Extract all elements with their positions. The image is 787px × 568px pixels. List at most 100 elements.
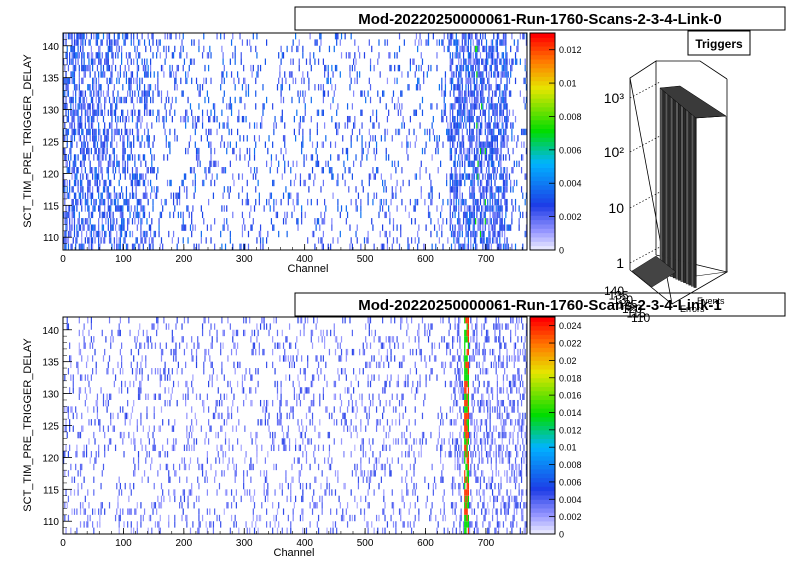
- heatmap-cell: [285, 355, 287, 362]
- heatmap-cell: [413, 109, 415, 116]
- heatmap-cell: [70, 230, 72, 238]
- heatmap-cell: [447, 198, 449, 206]
- heatmap-cell: [102, 237, 105, 244]
- heatmap-cell: [424, 243, 426, 250]
- heatmap-cell: [220, 425, 222, 432]
- heatmap-cell: [369, 317, 372, 324]
- heatmap-cell: [211, 380, 213, 388]
- heatmap-cell: [64, 425, 66, 432]
- heatmap-cell: [136, 237, 138, 244]
- heatmap-cell: [460, 90, 462, 97]
- heatmap-cell: [454, 115, 456, 123]
- heatmap-cell: [158, 425, 160, 432]
- heatmap-cell: [484, 58, 486, 65]
- heatmap-cell: [302, 482, 304, 490]
- heatmap-cell: [356, 71, 358, 78]
- heatmap-cell: [108, 45, 111, 53]
- heatmap-cell: [71, 476, 73, 483]
- heatmap-cell: [227, 406, 229, 413]
- heatmap-cell: [367, 317, 369, 324]
- heatmap-cell: [78, 96, 80, 104]
- heatmap-cell: [450, 167, 453, 174]
- heatmap-cell: [141, 135, 143, 142]
- heatmap-cell: [164, 374, 166, 381]
- heatmap-cell: [490, 224, 492, 231]
- heatmap-cell: [135, 211, 137, 219]
- heatmap-cell: [136, 211, 138, 219]
- heatmap-cell: [181, 224, 183, 231]
- heatmap-cell: [113, 186, 115, 193]
- heatmap-cell: [206, 451, 208, 458]
- heatmap-cell: [498, 205, 500, 212]
- heatmap-cell: [351, 64, 353, 72]
- heatmap-cell: [478, 128, 480, 136]
- heatmap-cell: [63, 186, 65, 193]
- heatmap-cell: [334, 380, 337, 388]
- heatmap-cell: [63, 147, 65, 155]
- heatmap-cell: [496, 237, 498, 244]
- heatmap-cell: [462, 64, 465, 72]
- heatmap-cell: [94, 237, 96, 244]
- heatmap-cell: [453, 230, 455, 238]
- heatmap-cell: [229, 103, 231, 110]
- heatmap-cell: [65, 205, 67, 212]
- heatmap-cell: [158, 90, 160, 97]
- heatmap-cell: [292, 514, 294, 522]
- heatmap-cell: [75, 39, 77, 46]
- heatmap-cell: [360, 470, 362, 477]
- heatmap-cell: [119, 368, 121, 375]
- heatmap-cell: [148, 438, 150, 445]
- heatmap-cell: [380, 476, 382, 483]
- heatmap-cell: [282, 438, 285, 445]
- heatmap-cell: [249, 463, 251, 471]
- heatmap-cell: [110, 122, 112, 129]
- heatmap-cell: [316, 368, 318, 375]
- heatmap-cell: [182, 336, 184, 343]
- heatmap-cell: [94, 348, 96, 356]
- heatmap-cell: [415, 173, 418, 180]
- heatmap-cell: [111, 329, 113, 337]
- heatmap-cell: [273, 224, 275, 231]
- heatmap-cell: [158, 393, 160, 400]
- heatmap-cell: [107, 368, 109, 375]
- heatmap-cell: [93, 463, 95, 471]
- heatmap-cell: [128, 205, 130, 212]
- heatmap-cell: [67, 90, 70, 97]
- heatmap-cell: [137, 179, 140, 187]
- heatmap-cell: [281, 482, 283, 490]
- heatmap-cell: [140, 205, 142, 212]
- heatmap-cell: [469, 205, 471, 212]
- heatmap-cell: [475, 218, 477, 225]
- heatmap-cell: [344, 33, 346, 40]
- heatmap-cell: [276, 419, 279, 426]
- heatmap-cell: [281, 77, 283, 85]
- heatmap-cell: [356, 205, 358, 212]
- heatmap-cell: [351, 128, 353, 136]
- heatmap-cell: [133, 173, 135, 180]
- heatmap-cell: [208, 438, 210, 445]
- heatmap-cell: [214, 179, 216, 187]
- heatmap-cell: [75, 103, 77, 110]
- heatmap-cell: [462, 135, 465, 142]
- heatmap-cell: [246, 135, 248, 142]
- heatmap-cell: [484, 211, 486, 219]
- heatmap-cell: [491, 154, 494, 161]
- heatmap-cell: [104, 96, 106, 104]
- heatmap-cell: [221, 77, 223, 85]
- heatmap-cell: [458, 128, 460, 136]
- heatmap-cell: [450, 173, 453, 180]
- heatmap-cell: [487, 141, 489, 148]
- heatmap-cell: [475, 198, 477, 206]
- heatmap-cell: [204, 476, 206, 483]
- heatmap-cell: [238, 361, 240, 369]
- heatmap-cell: [333, 393, 335, 400]
- heatmap-cell: [476, 243, 478, 250]
- heatmap-cell: [263, 482, 265, 490]
- heatmap-cell: [292, 77, 294, 85]
- heatmap-cell: [79, 103, 82, 110]
- heatmap-cell: [156, 329, 158, 337]
- heatmap-cell: [114, 39, 117, 46]
- heatmap-cell: [78, 128, 80, 136]
- heatmap-cell: [514, 52, 517, 59]
- heatmap-cell: [222, 224, 224, 231]
